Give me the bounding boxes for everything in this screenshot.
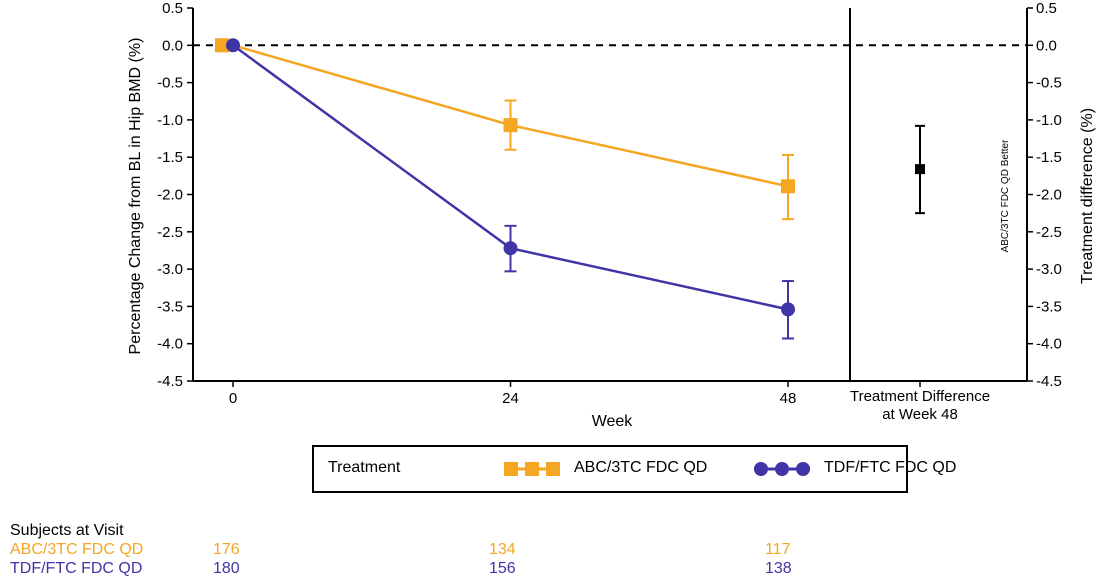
right-y-tick-label: -1.5	[1036, 149, 1062, 166]
difference-panel-label-line1: Treatment Difference	[850, 388, 990, 405]
difference-point	[915, 164, 925, 175]
subjects-at-visit-title: Subjects at Visit	[10, 522, 124, 539]
x-tick-label: 48	[780, 390, 797, 407]
square-marker	[215, 38, 229, 53]
right-y-tick-label: 0.5	[1036, 0, 1057, 17]
y-tick-label: -3.0	[157, 261, 183, 278]
subjects-count: 138	[765, 560, 792, 577]
legend-title: Treatment	[328, 459, 401, 476]
x-tick-label: 24	[502, 390, 519, 407]
legend-label: ABC/3TC FDC QD	[574, 459, 708, 476]
y-tick-label: -3.5	[157, 298, 183, 315]
y-tick-label: -4.5	[157, 373, 183, 390]
y-tick-label: -2.0	[157, 187, 183, 204]
right-y-tick-label: -2.0	[1036, 187, 1062, 204]
hip-bmd-chart: Percentage Change from BL in Hip BMD (%)…	[127, 0, 1096, 430]
right-y-tick-label: -1.0	[1036, 112, 1062, 129]
circle-marker	[781, 302, 795, 317]
right-y-tick-label: 0.0	[1036, 37, 1057, 54]
difference-panel-label-line2: at Week 48	[882, 406, 958, 423]
x-axis-label: Week	[592, 413, 634, 430]
y-axis-label: Percentage Change from BL in Hip BMD (%)	[127, 38, 144, 355]
subjects-count: 117	[765, 541, 791, 558]
right-y-tick-label: -4.5	[1036, 373, 1062, 390]
y-tick-label: -1.5	[157, 149, 183, 166]
right-y-tick-label: -3.0	[1036, 261, 1062, 278]
y-tick-label: -4.0	[157, 336, 183, 353]
square-marker-icon	[504, 462, 560, 476]
y-tick-label: -2.5	[157, 224, 183, 241]
legend: Treatment ABC/3TC FDC QD TDF/FTC FDC QD	[312, 445, 956, 493]
legend-label: TDF/FTC FDC QD	[824, 459, 957, 476]
subjects-row-name: TDF/FTC FDC QD	[10, 560, 143, 577]
right-y-axis-label: Treatment difference (%)	[1079, 108, 1096, 284]
y-tick-label: 0.5	[162, 0, 183, 17]
y-tick-label: -0.5	[157, 75, 183, 92]
subjects-row-abc: ABC/3TC FDC QD 176 134 117	[0, 541, 1103, 559]
x-tick-label: 0	[229, 390, 237, 407]
circle-marker-icon	[754, 462, 810, 476]
square-marker	[781, 179, 795, 194]
right-y-tick-label: -4.0	[1036, 336, 1062, 353]
right-y-tick-label: -0.5	[1036, 75, 1062, 92]
subjects-count: 156	[489, 560, 516, 577]
right-y-tick-label: -3.5	[1036, 298, 1062, 315]
y-tick-label: 0.0	[162, 37, 183, 54]
subjects-count: 176	[213, 541, 240, 558]
plot-area: 0.5 0.5 0.0 0.0 -0.5 -0.5 -1.0 -1.0 -1.5 -1.5 -2.0…	[157, 0, 1062, 407]
y-tick-label: -1.0	[157, 112, 183, 129]
right-y-tick-label: -2.5	[1036, 224, 1062, 241]
difference-annotation: ABC/3TC FDC QD Better	[1000, 139, 1011, 252]
circle-marker	[503, 241, 518, 256]
subjects-count: 180	[213, 560, 240, 577]
subjects-count: 134	[489, 541, 516, 558]
subjects-row-tdf: TDF/FTC FDC QD 180 156 138	[0, 560, 1103, 578]
circle-marker	[226, 38, 240, 53]
subjects-row-name: ABC/3TC FDC QD	[10, 541, 144, 558]
square-marker	[503, 118, 518, 133]
